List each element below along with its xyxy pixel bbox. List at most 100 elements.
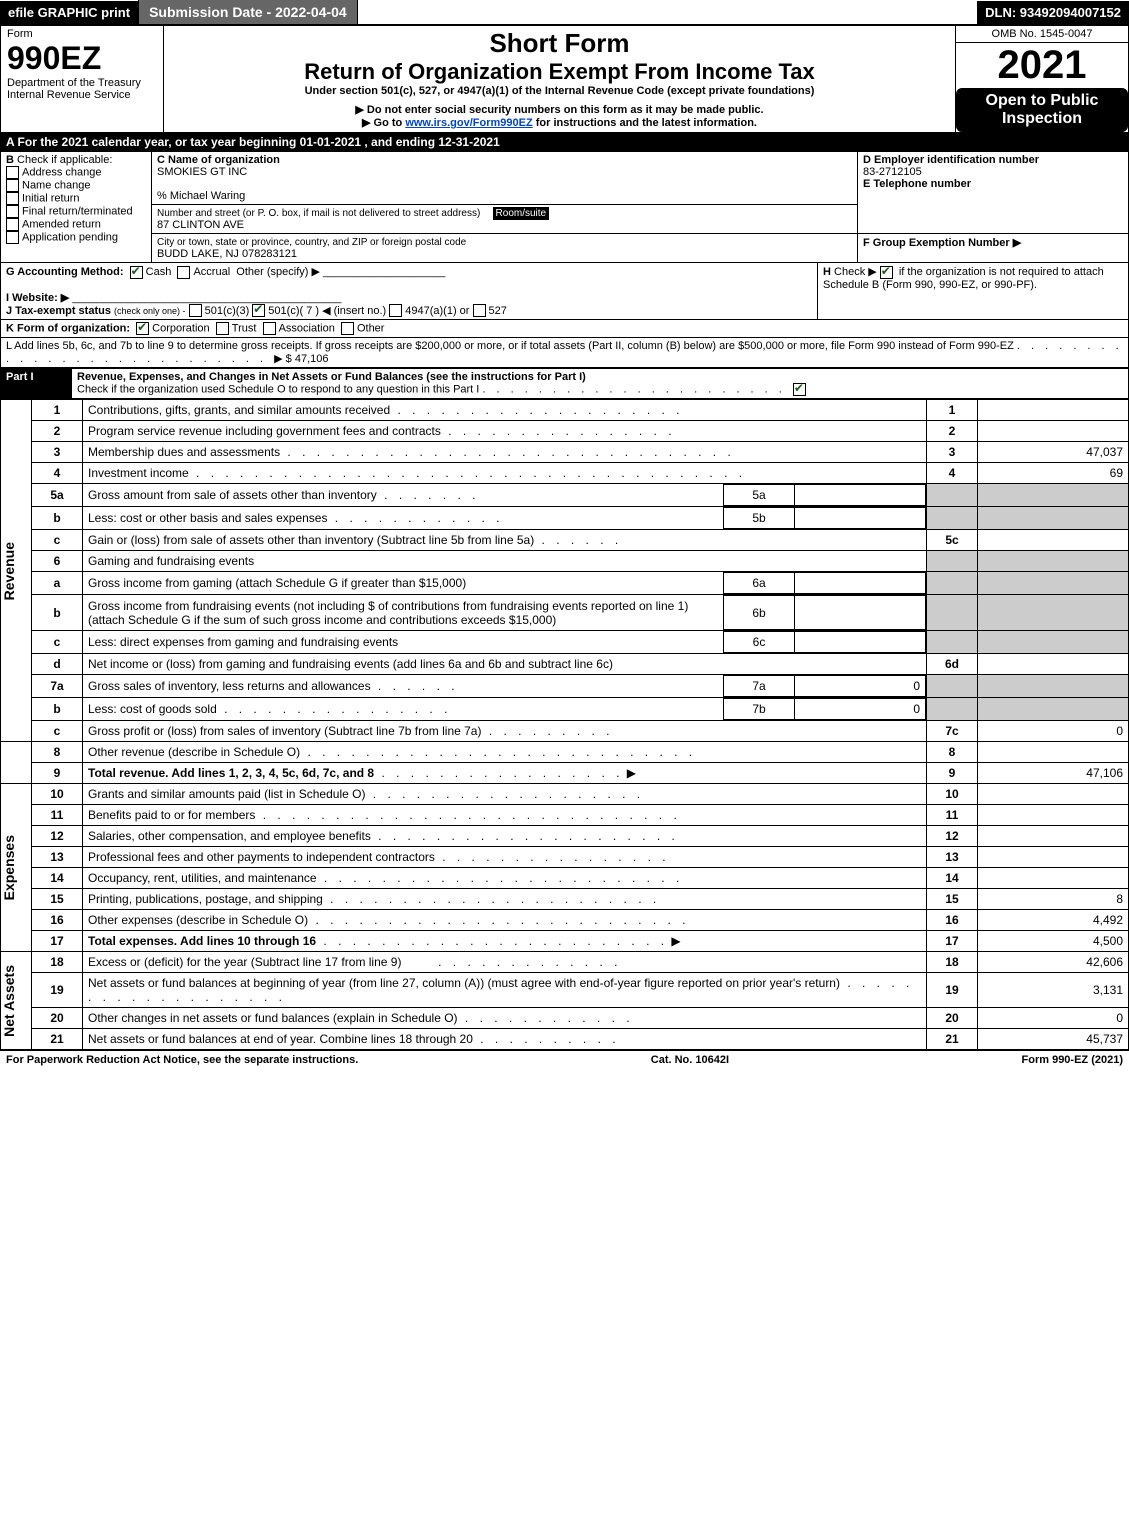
- line-9-desc: Total revenue. Add lines 1, 2, 3, 4, 5c,…: [88, 766, 374, 780]
- address: 87 CLINTON AVE: [157, 219, 244, 231]
- accrual-checkbox[interactable]: [177, 266, 190, 279]
- k-corp-checkbox[interactable]: [136, 322, 149, 335]
- j-527-checkbox[interactable]: [473, 304, 486, 317]
- addr-lbl: Number and street (or P. O. box, if mail…: [157, 208, 480, 219]
- line-1-num: 1: [927, 400, 978, 421]
- line-10-amt: [978, 784, 1129, 805]
- g-label: G Accounting Method:: [6, 266, 124, 278]
- lines-table: Revenue 1 Contributions, gifts, grants, …: [0, 399, 1129, 1050]
- ein: 83-2712105: [863, 166, 922, 178]
- line-6c-sub: 6c: [724, 632, 795, 653]
- line-14-desc: Occupancy, rent, utilities, and maintena…: [88, 871, 317, 885]
- line-5c-amt: [978, 530, 1129, 551]
- line-12-desc: Salaries, other compensation, and employ…: [88, 829, 371, 843]
- final-return-checkbox[interactable]: [6, 205, 19, 218]
- d-label: D Employer identification number: [863, 154, 1039, 166]
- line-6b-subval: [795, 596, 926, 630]
- line-6-desc: Gaming and fundraising events: [88, 554, 254, 568]
- addr-change-checkbox[interactable]: [6, 166, 19, 179]
- line-11-amt: [978, 805, 1129, 826]
- footer-right: Form 990-EZ (2021): [1022, 1054, 1123, 1066]
- j-hint: (check only one) -: [114, 306, 186, 316]
- initial-return-label: Initial return: [22, 192, 79, 204]
- room-lbl: Room/suite: [493, 207, 550, 220]
- j-501c-checkbox[interactable]: [252, 304, 265, 317]
- goto-link[interactable]: ▶ Go to www.irs.gov/Form990EZ for instru…: [170, 116, 949, 129]
- line-18-amt: 42,606: [978, 952, 1129, 973]
- k-other-checkbox[interactable]: [341, 322, 354, 335]
- k-label: K Form of organization:: [6, 323, 130, 335]
- line-7a-desc: Gross sales of inventory, less returns a…: [88, 679, 371, 693]
- line-10-desc: Grants and similar amounts paid (list in…: [88, 787, 365, 801]
- e-label: E Telephone number: [863, 178, 971, 190]
- line-12-amt: [978, 826, 1129, 847]
- line-6d-desc: Net income or (loss) from gaming and fun…: [88, 657, 613, 671]
- line-14-amt: [978, 868, 1129, 889]
- line-17-desc: Total expenses. Add lines 10 through 16: [88, 934, 316, 948]
- line-6d-amt: [978, 654, 1129, 675]
- dept-treasury: Department of the Treasury Internal Reve…: [7, 77, 157, 101]
- line-6a-desc: Gross income from gaming (attach Schedul…: [88, 576, 466, 590]
- omb-number: OMB No. 1545-0047: [956, 25, 1129, 43]
- line-5a-sub: 5a: [724, 485, 795, 506]
- form-header-table: Form 990EZ Department of the Treasury In…: [0, 24, 1129, 133]
- h-checkbox[interactable]: [880, 266, 893, 279]
- line-6b-desc: Gross income from fundraising events (no…: [88, 599, 688, 627]
- dln-label: DLN: 93492094007152: [977, 1, 1129, 24]
- return-title: Return of Organization Exempt From Incom…: [170, 59, 949, 85]
- line-6a-sub: 6a: [724, 573, 795, 594]
- line-1-desc: Contributions, gifts, grants, and simila…: [88, 403, 390, 417]
- line-16-amt: 4,492: [978, 910, 1129, 931]
- j-501c3-checkbox[interactable]: [189, 304, 202, 317]
- line-7b-desc: Less: cost of goods sold: [88, 702, 217, 716]
- form-number: 990EZ: [7, 40, 157, 77]
- submission-date: Submission Date - 2022-04-04: [138, 0, 358, 25]
- line-7a-subval: 0: [795, 676, 926, 697]
- line-13-desc: Professional fees and other payments to …: [88, 850, 435, 864]
- j-o1: 501(c)(3): [205, 305, 250, 317]
- i-label: I Website: ▶: [6, 292, 69, 304]
- k-trust-checkbox[interactable]: [216, 322, 229, 335]
- line-8-desc: Other revenue (describe in Schedule O): [88, 745, 300, 759]
- part1-title: Revenue, Expenses, and Changes in Net As…: [77, 371, 586, 383]
- name-change-label: Name change: [22, 179, 91, 191]
- line-3-amt: 47,037: [978, 442, 1129, 463]
- line-17-amt: 4,500: [978, 931, 1129, 952]
- ghij-grid: G Accounting Method: Cash Accrual Other …: [0, 263, 1129, 368]
- c-name-lbl: C Name of organization: [157, 154, 280, 166]
- line-5b-sub: 5b: [724, 508, 795, 529]
- j-o4: 527: [489, 305, 507, 317]
- addr-change-label: Address change: [22, 166, 102, 178]
- j-o3: 4947(a)(1) or: [405, 305, 469, 317]
- name-change-checkbox[interactable]: [6, 179, 19, 192]
- part1-checkbox[interactable]: [793, 383, 806, 396]
- line-16-desc: Other expenses (describe in Schedule O): [88, 913, 308, 927]
- line-6b-sub: 6b: [724, 596, 795, 630]
- line-19-desc: Net assets or fund balances at beginning…: [88, 976, 840, 990]
- final-return-label: Final return/terminated: [22, 205, 133, 217]
- f-label: F Group Exemption Number ▶: [863, 237, 1021, 249]
- irs-link[interactable]: www.irs.gov/Form990EZ: [405, 117, 532, 129]
- h-label: H: [823, 266, 831, 278]
- k-trust: Trust: [232, 323, 257, 335]
- line-5a-desc: Gross amount from sale of assets other t…: [88, 488, 377, 502]
- j-o2: 501(c)( 7 ) ◀ (insert no.): [268, 305, 386, 317]
- initial-return-checkbox[interactable]: [6, 192, 19, 205]
- app-pending-checkbox[interactable]: [6, 231, 19, 244]
- cash-checkbox[interactable]: [130, 266, 143, 279]
- line-21-amt: 45,737: [978, 1029, 1129, 1050]
- efile-label[interactable]: efile GRAPHIC print: [0, 1, 138, 24]
- amended-return-checkbox[interactable]: [6, 218, 19, 231]
- tax-year: 2021: [956, 43, 1128, 88]
- footer-center: Cat. No. 10642I: [358, 1054, 1021, 1066]
- line-1-amt: [978, 400, 1129, 421]
- l-text: L Add lines 5b, 6c, and 7b to line 9 to …: [6, 340, 1014, 352]
- k-assoc: Association: [279, 323, 335, 335]
- j-4947-checkbox[interactable]: [389, 304, 402, 317]
- line-5a-subval: [795, 485, 926, 506]
- line-6a-subval: [795, 573, 926, 594]
- org-name: SMOKIES GT INC: [157, 166, 247, 178]
- line-3-desc: Membership dues and assessments: [88, 445, 280, 459]
- revenue-vert-label: Revenue: [1, 542, 17, 600]
- k-assoc-checkbox[interactable]: [263, 322, 276, 335]
